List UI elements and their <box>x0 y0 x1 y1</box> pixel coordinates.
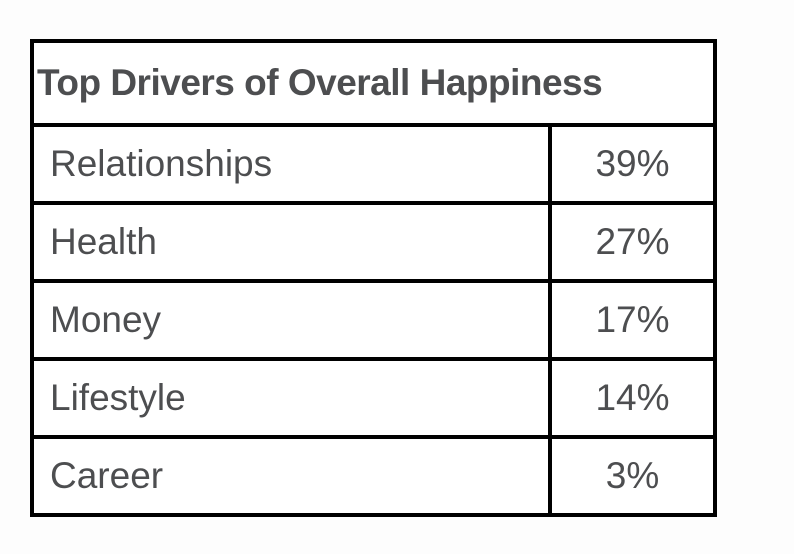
table-row: Career 3% <box>30 435 717 517</box>
driver-value: 27% <box>548 201 717 283</box>
driver-value: 17% <box>548 279 717 361</box>
driver-label: Relationships <box>30 123 552 205</box>
table-row: Money 17% <box>30 279 717 361</box>
driver-label: Lifestyle <box>30 357 552 439</box>
driver-label: Health <box>30 201 552 283</box>
table-row: Lifestyle 14% <box>30 357 717 439</box>
title-row: Top Drivers of Overall Happiness <box>30 39 717 127</box>
table-title: Top Drivers of Overall Happiness <box>30 39 717 127</box>
table-row: Health 27% <box>30 201 717 283</box>
driver-label: Money <box>30 279 552 361</box>
driver-value: 39% <box>548 123 717 205</box>
table-row: Relationships 39% <box>30 123 717 205</box>
driver-value: 14% <box>548 357 717 439</box>
driver-value: 3% <box>548 435 717 517</box>
driver-label: Career <box>30 435 552 517</box>
happiness-table: Top Drivers of Overall Happiness Relatio… <box>30 39 717 517</box>
